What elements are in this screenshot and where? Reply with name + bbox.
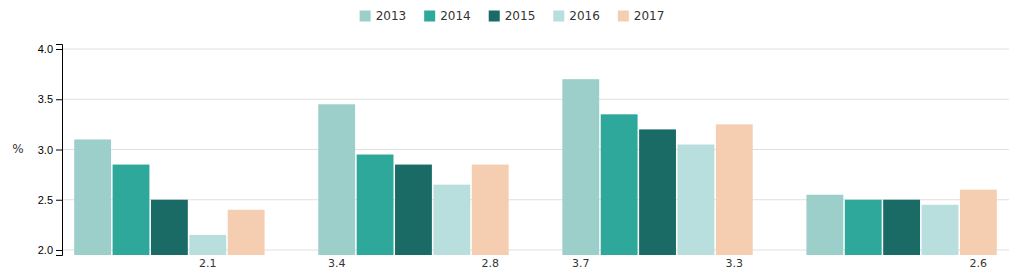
y-tick-mark — [56, 49, 62, 50]
legend: 2013 2014 2015 2016 2017 — [360, 9, 665, 23]
y-tick-mark — [56, 200, 62, 201]
bar — [960, 190, 997, 255]
legend-label: 2015 — [505, 9, 536, 23]
legend-swatch — [489, 11, 500, 22]
y-tick: 3.0 — [38, 144, 62, 156]
legend-item: 2016 — [553, 9, 600, 23]
legend-item: 2013 — [360, 9, 407, 23]
annotation: 2.1 — [199, 257, 217, 270]
legend-swatch — [618, 11, 629, 22]
legend-swatch — [424, 11, 435, 22]
grid-line — [62, 49, 1009, 50]
bar — [74, 139, 111, 255]
bar — [357, 155, 394, 255]
bar — [883, 200, 920, 255]
legend-label: 2013 — [376, 9, 407, 23]
legend-swatch — [360, 11, 371, 22]
bar — [228, 210, 265, 255]
bar — [716, 124, 753, 255]
grid-line — [62, 149, 1009, 150]
annotation: 3.4 — [328, 257, 346, 270]
plot: 2.0 2.5 3.0 3.5 4.0 — [38, 43, 1009, 279]
bar — [601, 114, 638, 255]
bar — [151, 200, 188, 255]
bars — [74, 79, 997, 255]
legend-label: 2017 — [634, 9, 665, 23]
y-tick: 2.5 — [38, 194, 62, 206]
bar-series — [74, 79, 843, 255]
y-tick: 2.0 — [38, 244, 62, 256]
bar — [433, 185, 470, 255]
annotation: 3.7 — [572, 257, 590, 270]
y-tick-label: 4.0 — [38, 43, 53, 55]
legend-label: 2016 — [569, 9, 600, 23]
bar — [639, 129, 676, 255]
annotation: 2.8 — [481, 257, 499, 270]
legend-label: 2014 — [440, 9, 471, 23]
annotation: 2.6 — [970, 257, 988, 270]
y-tick-label: 2.5 — [38, 194, 53, 206]
y-tick-label: 3.0 — [38, 144, 53, 156]
bar-series — [189, 144, 958, 255]
annotation: 3.3 — [726, 257, 744, 270]
y-tick-label: 3.5 — [38, 93, 53, 105]
legend-item: 2014 — [424, 9, 471, 23]
legend-item: 2017 — [618, 9, 665, 23]
bar — [318, 104, 355, 255]
chart: 2.02.53.03.54.0%2.13.42.83.73.32.6201320… — [0, 0, 1024, 279]
bar — [677, 144, 714, 255]
y-tick-mark — [56, 150, 62, 151]
legend-swatch — [553, 11, 564, 22]
bar — [189, 235, 226, 255]
bar-series — [113, 114, 882, 255]
legend-item: 2015 — [489, 9, 536, 23]
bar — [113, 165, 150, 255]
y-tick: 3.5 — [38, 93, 62, 105]
bar — [922, 205, 959, 255]
bar — [472, 165, 509, 255]
y-axis-line — [56, 45, 63, 256]
y-tick-mark — [56, 250, 62, 251]
y-label: % — [12, 142, 23, 156]
bar-series — [151, 129, 920, 255]
y-axis: 2.0 2.5 3.0 3.5 4.0 — [38, 43, 63, 256]
bar — [806, 195, 843, 255]
y-tick: 4.0 — [38, 43, 62, 55]
bar — [395, 165, 432, 255]
y-tick-label: 2.0 — [38, 244, 53, 256]
bar — [562, 79, 599, 255]
bar-series — [228, 124, 997, 255]
y-tick-mark — [56, 99, 62, 100]
grid-line — [62, 99, 1009, 100]
bar — [845, 200, 882, 255]
